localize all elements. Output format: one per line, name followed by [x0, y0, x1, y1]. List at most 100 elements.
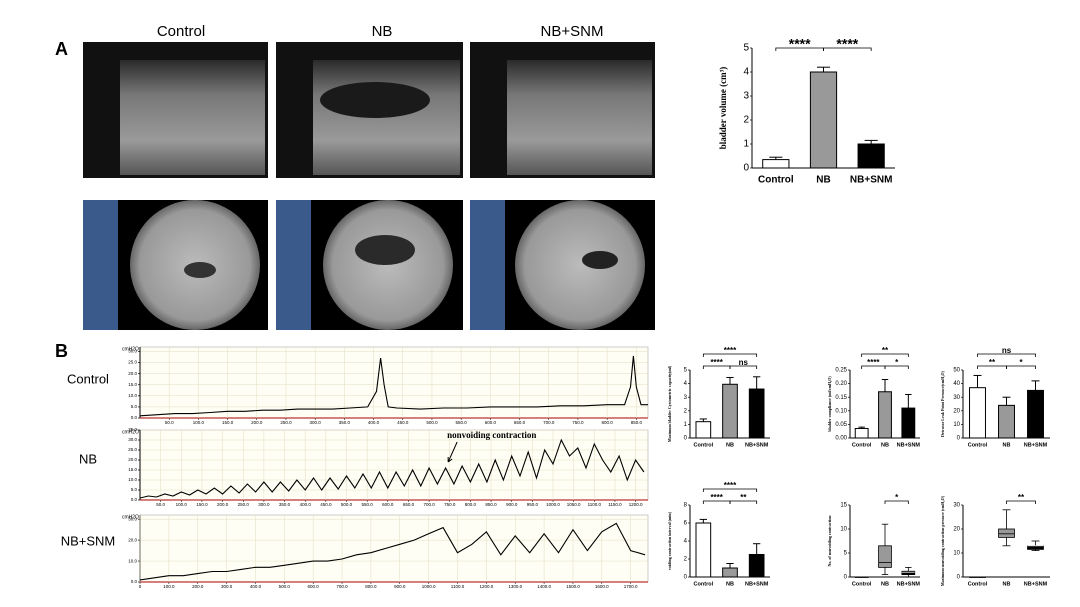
x-tick-label: 300.0 [221, 584, 233, 589]
x-tick-label: 1600.0 [595, 584, 609, 589]
bar [854, 427, 869, 439]
y-tick-label: 0 [743, 163, 749, 174]
x-tick-label: NB+SNM [850, 175, 893, 186]
x-tick-label: NB [881, 581, 889, 587]
x-tick-label: 550.0 [362, 502, 374, 507]
y-tick-label: 15.0 [128, 467, 137, 472]
y-tick-label: 35.0 [128, 427, 137, 432]
x-tick-label: NB+SNM [897, 442, 921, 448]
x-tick-label: 650.0 [403, 502, 415, 507]
y-tick-label: 3 [743, 91, 749, 102]
y-axis-label: No. of nonvoiding contraction [827, 515, 832, 567]
y-tick-label: 6 [684, 521, 688, 527]
x-tick-label: 200.0 [217, 502, 229, 507]
x-tick-label: 1100.0 [451, 584, 465, 589]
chart: 0 10 20 30 40 50 Detrusor Leak Point Pressure(… [940, 346, 1050, 448]
bar [695, 421, 712, 439]
y-axis-label: Detrusor Leak Point Pressure(cmH₂O) [940, 370, 945, 437]
x-tick-label: 950.0 [527, 502, 539, 507]
significance-bracket [729, 365, 758, 369]
x-tick-label: 700.0 [543, 420, 555, 425]
significance-bracket [702, 353, 758, 357]
bar [748, 554, 765, 578]
y-tick-label: 0.0 [131, 497, 138, 502]
y-tick-label: 50 [953, 368, 960, 374]
x-tick-label: 850.0 [485, 502, 497, 507]
x-tick-label: 600.0 [308, 584, 320, 589]
significance-label: **** [836, 36, 858, 52]
y-tick-label: 0 [957, 436, 961, 442]
y-tick-label: 10 [953, 551, 960, 557]
y-tick-label: 20 [953, 527, 960, 533]
significance-label: **** [710, 493, 723, 502]
y-tick-label: 10.0 [128, 558, 137, 563]
x-tick-label: NB [1003, 581, 1011, 587]
row-label: Control [67, 371, 109, 386]
bar [762, 159, 790, 169]
y-tick-label: 25.0 [128, 360, 137, 365]
significance-label: **** [724, 481, 737, 490]
panel-label: A [55, 39, 68, 59]
y-tick-label: 15 [840, 503, 847, 509]
x-tick-label: 1150.0 [608, 502, 622, 507]
significance-bracket [977, 353, 1036, 357]
y-tick-label: 10 [840, 527, 847, 533]
y-tick-label: 5 [684, 368, 688, 374]
x-tick-label: 900.0 [394, 584, 406, 589]
y-axis-label: bladder compliance (ml/cmH₂O) [827, 376, 832, 432]
y-tick-label: 30.0 [128, 437, 137, 442]
y-tick-label: 0.25 [835, 368, 847, 374]
x-tick-label: 1100.0 [588, 502, 602, 507]
y-tick-label: 30 [953, 395, 960, 401]
ultrasound-scan [507, 60, 652, 175]
x-tick-label: 100.0 [193, 420, 205, 425]
y-axis-label: Maximum bladder Cystometric capacity(ml) [667, 365, 672, 442]
xray-sidebar [470, 200, 505, 330]
y-tick-label: 30.0 [128, 516, 137, 521]
column-label: Control [157, 23, 205, 40]
xray-sidebar [276, 200, 311, 330]
x-tick-label: 600.0 [485, 420, 497, 425]
x-tick-label: 800.0 [601, 420, 613, 425]
trace-line [139, 438, 645, 499]
y-tick-label: 0.10 [835, 408, 847, 414]
x-tick-label: Control [852, 442, 872, 448]
bar [878, 391, 892, 439]
x-tick-label: 900.0 [506, 502, 518, 507]
y-tick-label: 20.0 [128, 457, 137, 462]
chart: 0 2 4 6 8 voiding contraction interval (min) C… [667, 481, 770, 587]
y-axis-label: voiding contraction interval (min) [667, 511, 672, 570]
bar [969, 387, 986, 439]
x-tick-label: 400.0 [250, 584, 262, 589]
significance-label: ns [1002, 346, 1012, 355]
significance-bracket [861, 353, 909, 357]
y-tick-label: 0.20 [835, 381, 847, 387]
bar [1027, 389, 1044, 439]
y-axis-label: cmH2O [122, 346, 139, 352]
y-tick-label: 2 [743, 115, 749, 126]
x-tick-label: 400.0 [368, 420, 380, 425]
significance-bracket [702, 488, 758, 492]
y-tick-label: 30 [953, 503, 960, 509]
x-tick-label: 250.0 [280, 420, 292, 425]
trace-line [139, 522, 646, 581]
y-tick-label: 0 [684, 436, 688, 442]
y-tick-label: 5 [844, 551, 848, 557]
significance-label: ** [989, 358, 996, 367]
y-tick-label: 0 [957, 575, 961, 581]
x-tick-label: NB [881, 442, 889, 448]
x-tick-label: 750.0 [444, 502, 456, 507]
y-axis-label: bladder volume (cm³) [718, 67, 728, 150]
chart: 0 5 10 15 No. of nonvoiding contraction Contr… [827, 493, 921, 587]
xray-field [515, 200, 645, 330]
x-tick-label: 1050.0 [567, 502, 581, 507]
y-tick-label: 10.0 [128, 393, 137, 398]
x-tick-label: 150.0 [196, 502, 208, 507]
x-tick-label: 500.0 [279, 584, 291, 589]
x-tick-label: 300.0 [310, 420, 322, 425]
bar [857, 143, 885, 169]
x-tick-label: NB+SNM [1024, 442, 1048, 448]
y-tick-label: 2 [684, 408, 688, 414]
